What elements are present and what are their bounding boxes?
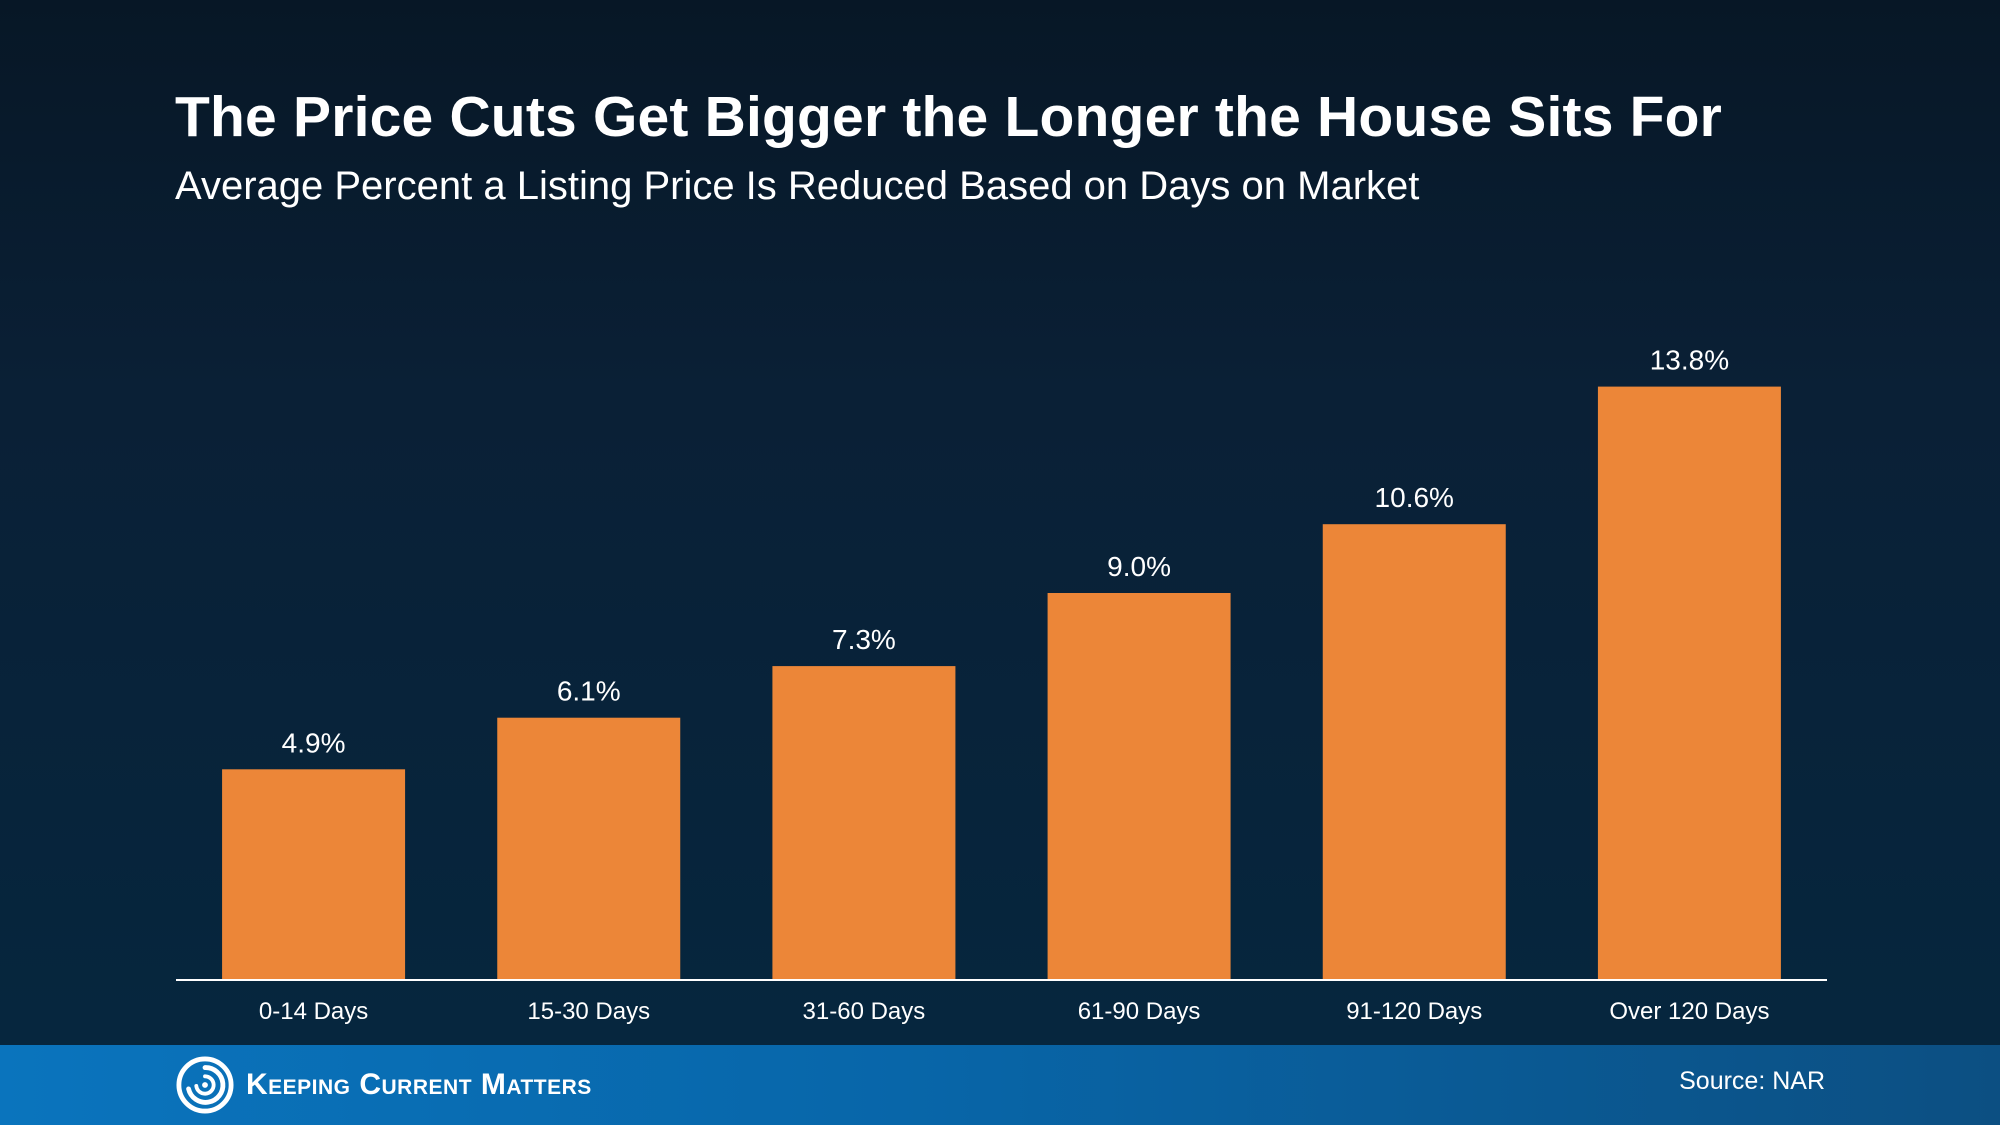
chart-subtitle: Average Percent a Listing Price Is Reduc… [175, 164, 1420, 208]
category-label-3: 31-60 Days [803, 998, 926, 1025]
bar-4 [1047, 593, 1231, 980]
value-label-6: 13.8% [1650, 345, 1729, 376]
brand-name: Keeping Current Matters [246, 1068, 592, 1101]
category-label-5: 91-120 Days [1346, 998, 1482, 1025]
bar-5 [1322, 524, 1506, 980]
bar-chart: 4.9% 6.1% 7.3% 9.0% 10.6% 13.8% 0-14 Days 15-3… [222, 345, 1781, 1025]
brand-logo[interactable]: Keeping Current Matters [176, 1055, 592, 1115]
value-label-3: 7.3% [832, 624, 896, 655]
bar-6 [1597, 386, 1781, 981]
bar-1 [222, 769, 406, 980]
category-label-2: 15-30 Days [527, 998, 650, 1025]
bar-3 [772, 666, 956, 980]
value-labels-group: 4.9% 6.1% 7.3% 9.0% 10.6% 13.8% [282, 345, 1729, 759]
value-label-5: 10.6% [1375, 482, 1454, 513]
category-labels-group: 0-14 Days 15-30 Days 31-60 Days 61-90 Days 9… [259, 998, 1770, 1025]
bars-group [222, 386, 1781, 981]
category-label-4: 61-90 Days [1078, 998, 1201, 1025]
footer-band: Keeping Current Matters Source: NAR [0, 1045, 2000, 1125]
value-label-4: 9.0% [1107, 551, 1171, 582]
value-label-2: 6.1% [557, 676, 621, 707]
bar-2 [497, 717, 681, 980]
swirl-logo-icon [176, 1056, 234, 1114]
category-label-6: Over 120 Days [1609, 998, 1769, 1025]
value-label-1: 4.9% [282, 727, 346, 758]
category-label-1: 0-14 Days [259, 998, 368, 1025]
source-note: Source: NAR [1679, 1067, 1825, 1095]
chart-title: The Price Cuts Get Bigger the Longer the… [175, 85, 1723, 149]
